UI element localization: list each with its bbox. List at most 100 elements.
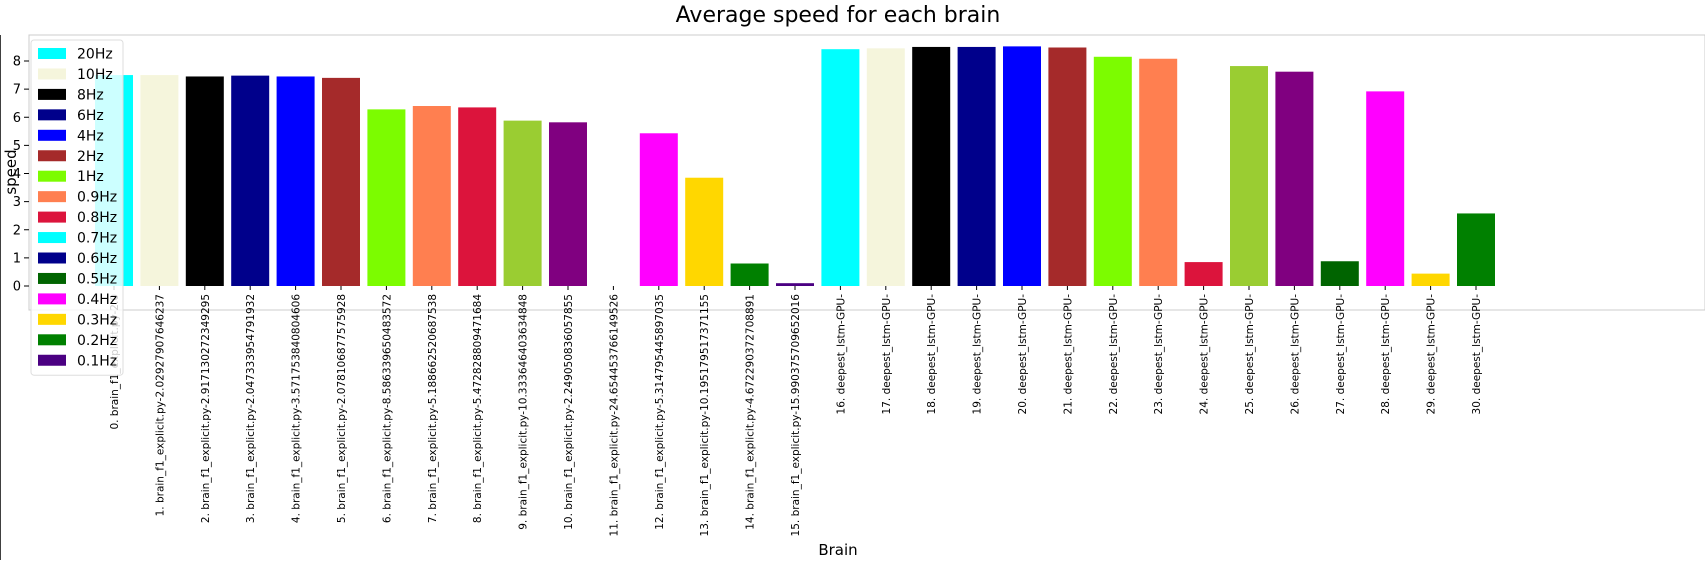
bar <box>1411 273 1450 286</box>
y-axis-label: speed <box>2 149 20 194</box>
legend-label: 10Hz <box>77 67 113 83</box>
legend-swatch <box>38 191 66 203</box>
legend-label: 0.1Hz <box>77 353 117 369</box>
x-tick-label: 20. deepest_lstm-GPU- <box>1017 294 1029 415</box>
bar <box>1457 213 1495 286</box>
x-tick-label: 23. deepest_lstm-GPU- <box>1153 294 1165 415</box>
y-tick-label: 8 <box>13 55 21 70</box>
x-tick-label: 4. brain_f1_explicit.py-3.57175384080460… <box>291 294 303 523</box>
legend-label: 1Hz <box>77 169 104 185</box>
bar <box>821 49 860 286</box>
x-tick-label: 17. deepest_lstm-GPU- <box>881 294 893 415</box>
legend-swatch <box>38 48 66 59</box>
legend-swatch <box>38 232 66 244</box>
bar <box>957 46 996 286</box>
legend-swatch <box>38 334 66 346</box>
legend-label: 8Hz <box>77 87 104 103</box>
legend-label: 2Hz <box>77 149 104 165</box>
bar <box>776 283 814 286</box>
y-axis: 0 1 2 3 4 5 6 7 8 <box>13 55 29 295</box>
bar <box>1320 261 1359 286</box>
x-tick-label: 27. deepest_lstm-GPU- <box>1335 294 1347 415</box>
legend-swatch <box>38 68 66 80</box>
legend-swatch <box>38 354 66 366</box>
legend-label: 0.4Hz <box>77 292 117 308</box>
legend-label: 4Hz <box>77 128 104 144</box>
legend-label: 0.2Hz <box>77 333 117 349</box>
y-tick-label: 1 <box>13 251 21 266</box>
legend-label: 0.9Hz <box>77 190 117 206</box>
y-tick-label: 4 <box>13 167 21 182</box>
x-tick-label: 14. brain_f1_explicit.py-4.6722903727088… <box>745 294 757 530</box>
bar <box>1184 262 1223 286</box>
legend-swatch <box>38 88 66 100</box>
legend-swatch <box>38 109 66 121</box>
legend-label: 0.3Hz <box>77 312 117 328</box>
bar <box>1230 66 1268 286</box>
bar <box>730 263 769 286</box>
x-tick-label: 18. deepest_lstm-GPU- <box>926 294 938 415</box>
x-tick-label: 15. brain_f1_explicit.py-15.990375709652… <box>790 294 802 537</box>
bar <box>185 76 224 286</box>
legend-swatch <box>38 150 66 162</box>
x-tick-label: 25. deepest_lstm-GPU- <box>1244 294 1256 415</box>
x-tick-label: 24. deepest_lstm-GPU- <box>1199 294 1211 415</box>
x-tick-label: 2. brain_f1_explicit.py-2.91713027234929… <box>200 294 212 523</box>
bar <box>458 107 497 286</box>
y-tick-label: 6 <box>13 111 21 126</box>
legend-label: 0.5Hz <box>77 271 117 287</box>
x-tick-label: 29. deepest_lstm-GPU- <box>1426 294 1438 415</box>
x-tick-label: 30. deepest_lstm-GPU- <box>1471 294 1483 415</box>
x-tick-label: 10. brain_f1_explicit.py-2.2490508360578… <box>563 294 575 530</box>
bars <box>95 46 1495 286</box>
y-tick-label: 5 <box>13 139 21 154</box>
bar <box>866 48 905 286</box>
bar <box>639 133 678 286</box>
x-tick-label: 21. deepest_lstm-GPU- <box>1062 294 1074 415</box>
y-tick-label: 2 <box>13 223 21 238</box>
bar <box>322 77 360 286</box>
legend: 20Hz 10Hz 8Hz 6Hz 4Hz 2Hz 1Hz 0.9Hz 0.8Hz 0.7Hz 0.… <box>30 39 124 376</box>
x-tick-label: 7. brain_f1_explicit.py-5.18866252068753… <box>427 294 439 523</box>
x-tick-label: 3. brain_f1_explicit.py-2.04733395479193… <box>245 294 257 523</box>
bar <box>276 76 315 286</box>
x-tick-label: 1. brain_f1_explicit.py-2.02927907646237 <box>154 294 166 516</box>
bar <box>912 46 951 286</box>
x-tick-label: 11. brain_f1_explicit.py-24.654453766149… <box>608 294 620 537</box>
legend-swatch <box>38 293 66 305</box>
legend-label: 6Hz <box>77 108 104 124</box>
bar <box>1003 46 1041 286</box>
x-tick-label: 6. brain_f1_explicit.py-8.58633965048357… <box>381 294 393 523</box>
legend-label: 0.6Hz <box>77 251 117 267</box>
x-tick-label: 16. deepest_lstm-GPU- <box>835 294 847 415</box>
legend-label: 0.7Hz <box>77 231 117 247</box>
y-tick-label: 3 <box>13 195 21 210</box>
x-tick-label: 19. deepest_lstm-GPU- <box>972 294 984 415</box>
legend-swatch <box>38 129 66 141</box>
x-axis-label: Brain <box>818 541 857 559</box>
x-tick-label: 26. deepest_lstm-GPU- <box>1289 294 1301 415</box>
legend-swatch <box>38 313 66 325</box>
x-tick-label: 8. brain_f1_explicit.py-5.47282880947168… <box>472 294 484 523</box>
chart-title: Average speed for each brain <box>676 3 1001 28</box>
bar <box>1139 58 1178 286</box>
bar <box>685 177 724 286</box>
x-tick-label: 9. brain_f1_explicit.py-10.3336464036348… <box>518 294 530 530</box>
x-tick-label: 28. deepest_lstm-GPU- <box>1380 294 1392 415</box>
x-tick-label: 12. brain_f1_explicit.py-5.3147954458970… <box>654 294 666 530</box>
legend-swatch <box>38 211 66 223</box>
y-tick-label: 0 <box>13 280 21 295</box>
bar <box>1048 47 1087 286</box>
bar <box>231 75 270 286</box>
legend-label: 20Hz <box>77 47 113 63</box>
legend-label: 0.8Hz <box>77 210 117 226</box>
bar <box>367 109 406 286</box>
bar <box>1093 56 1132 286</box>
x-tick-label: 13. brain_f1_explicit.py-10.195179517371… <box>699 294 711 536</box>
plot-frame <box>28 34 1705 311</box>
y-tick-label: 7 <box>13 83 21 98</box>
legend-box <box>30 39 124 376</box>
bar <box>1366 91 1405 286</box>
